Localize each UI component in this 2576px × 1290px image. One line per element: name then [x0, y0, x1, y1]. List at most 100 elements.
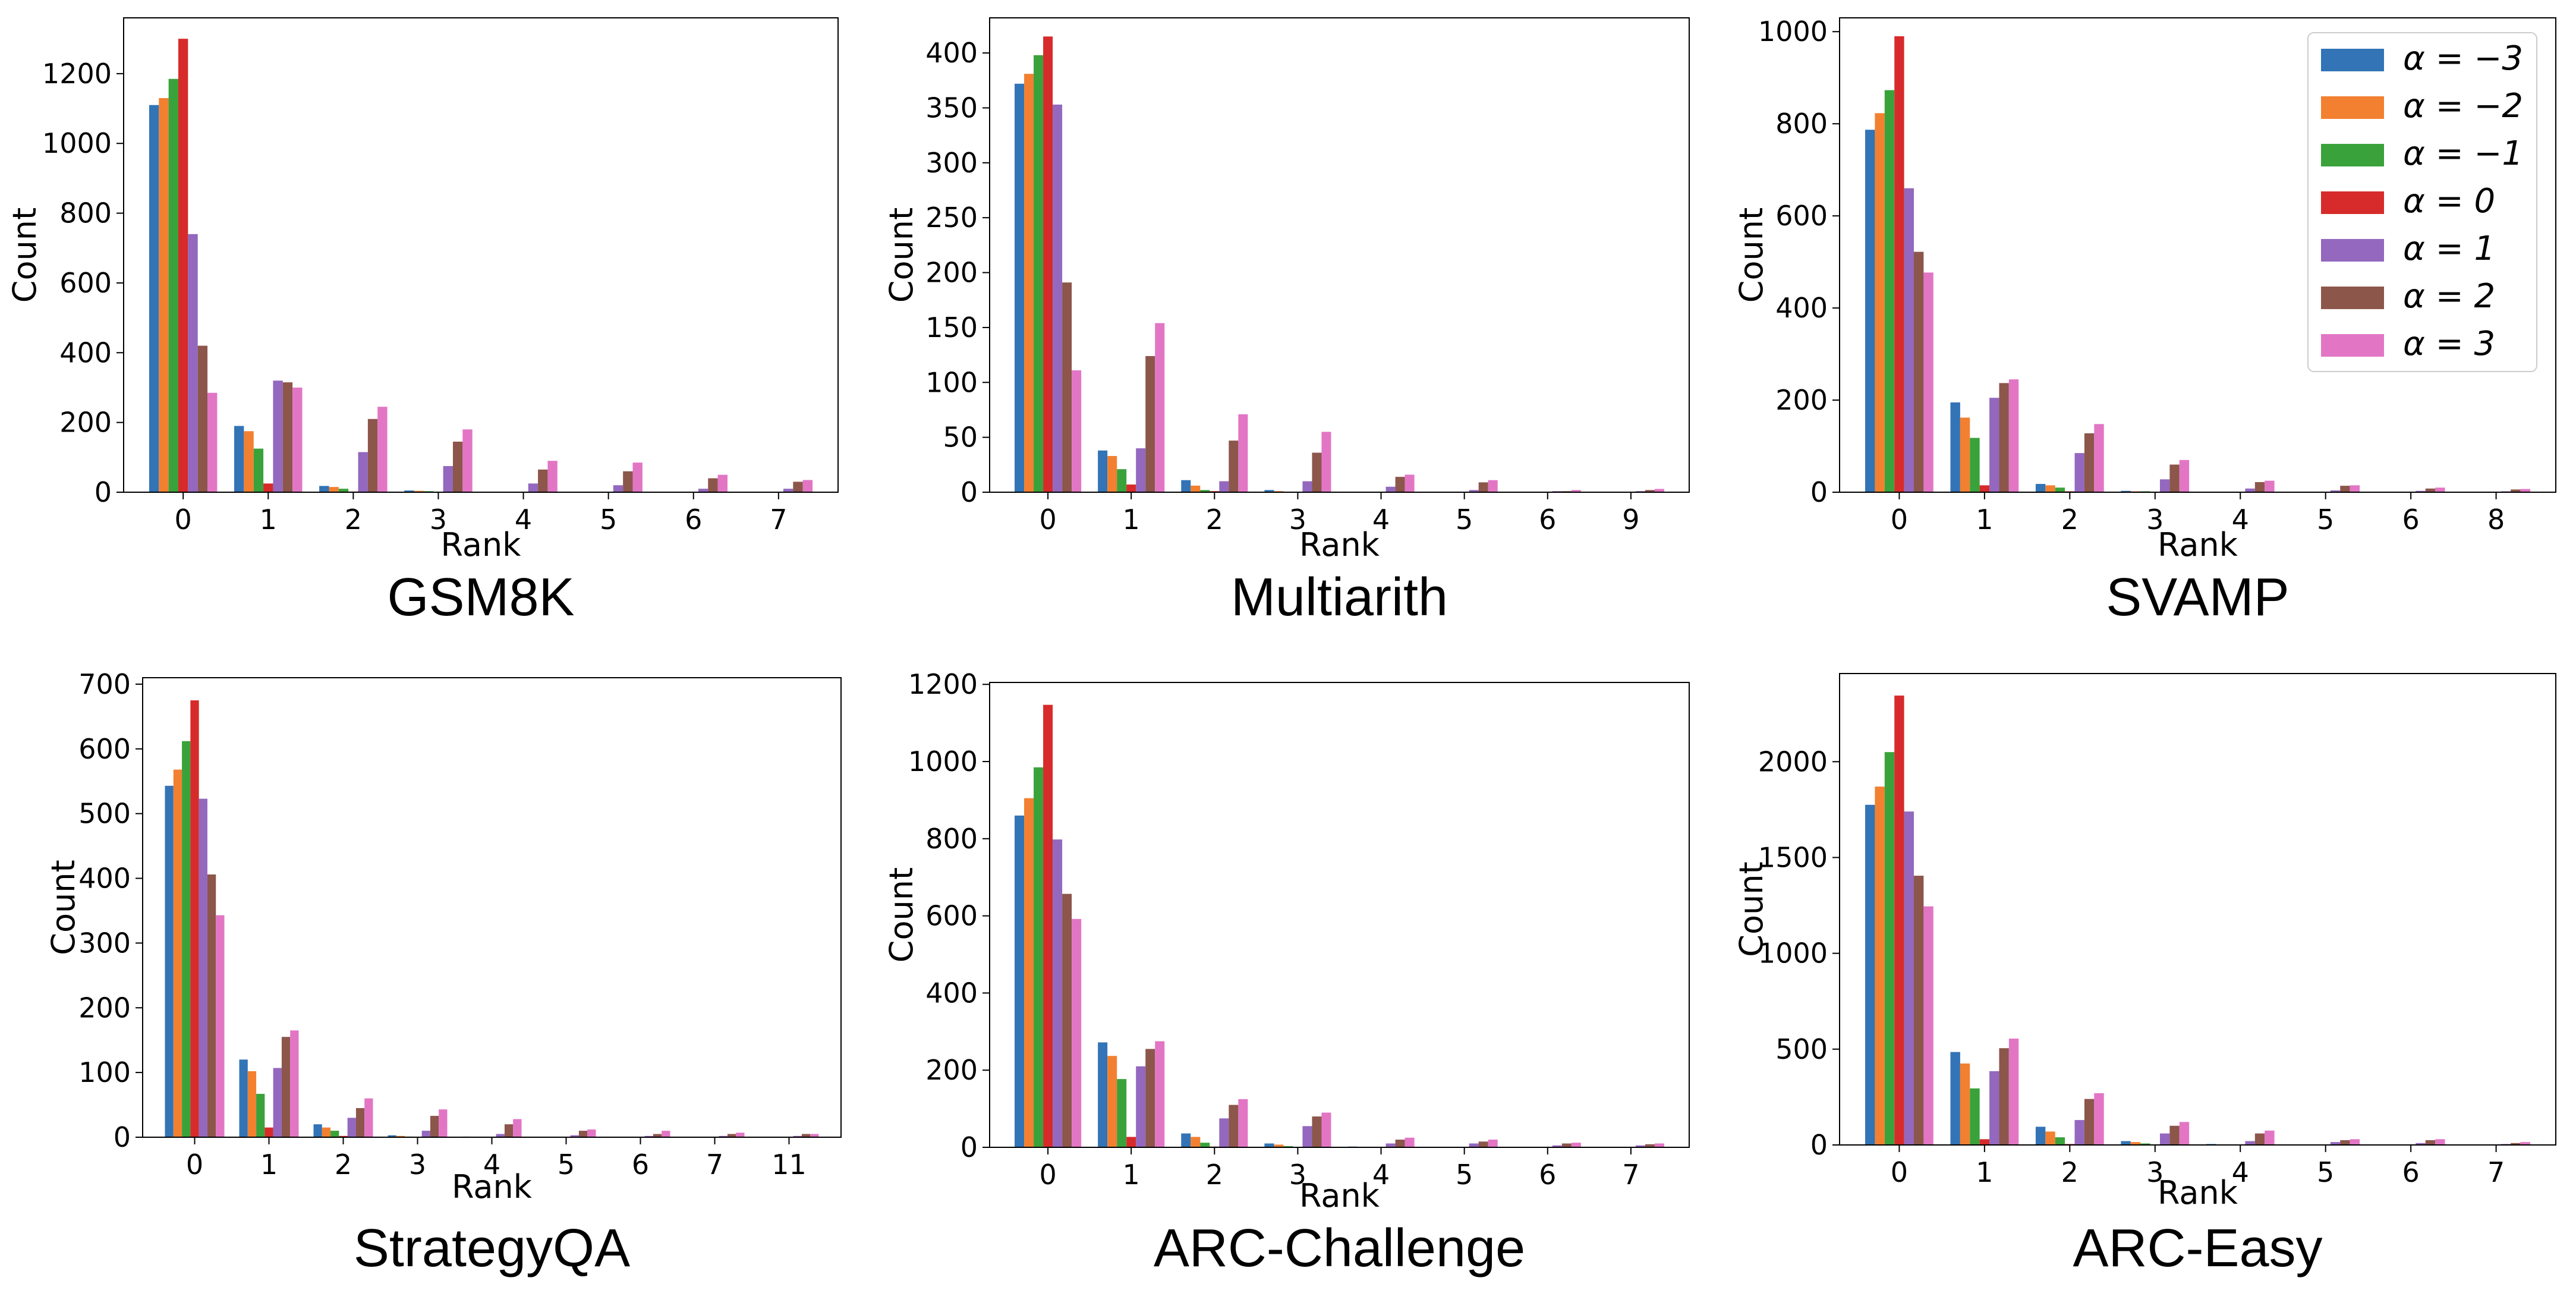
bar-2-series-5 — [2084, 1099, 2095, 1145]
bar-1-series-4 — [273, 380, 283, 492]
bar-2-series-5 — [1229, 441, 1239, 492]
bar-0-series-3 — [1894, 36, 1904, 493]
bar-0-series-5 — [1062, 893, 1072, 1147]
bar-2-series-2 — [2055, 1137, 2065, 1145]
panel-title: GSM8K — [387, 568, 574, 627]
legend-swatch — [2321, 239, 2384, 262]
chart-panel-1: 0 50 100 150 200 250 300 350 400 0 1 2 3 4 5 6 9 Rank Coun… — [883, 17, 1690, 627]
bar-4-series-4 — [496, 1134, 505, 1137]
x-tick-label: 1 — [1123, 1159, 1140, 1191]
bar-4-series-6 — [2265, 1130, 2275, 1145]
bar-1-series-0 — [1098, 450, 1108, 492]
bar-1-series-3 — [1979, 485, 1990, 492]
bar-7-series-6 — [1654, 1143, 1664, 1147]
bar-4-series-5 — [1395, 1140, 1405, 1147]
chart-panel-3: 0 100 200 300 400 500 600 700 0 1 2 3 4 5 6 7 11 Rank Coun… — [45, 668, 842, 1278]
bar-11-series-5 — [801, 1134, 811, 1137]
bar-0-series-4 — [1904, 811, 1914, 1145]
bar-3-series-5 — [2169, 464, 2180, 492]
x-axis-label: Rank — [2158, 1174, 2238, 1212]
bar-2-series-1 — [322, 1127, 331, 1137]
bar-1-series-2 — [1117, 1079, 1127, 1147]
x-tick-label: 2 — [1206, 504, 1223, 536]
bar-4-series-5 — [2254, 1133, 2265, 1145]
bar-1-series-5 — [282, 382, 293, 492]
bar-0-series-4 — [188, 234, 198, 492]
bar-3-series-5 — [1312, 452, 1322, 492]
y-tick-label: 1000 — [1758, 937, 1828, 970]
x-tick-label: 6 — [1539, 504, 1556, 536]
bar-6-series-6 — [2435, 1139, 2445, 1145]
bar-6-series-5 — [2425, 1140, 2436, 1145]
bar-3-series-0 — [2121, 1141, 2131, 1145]
y-tick-label: 1500 — [1758, 841, 1828, 873]
y-tick-label: 600 — [1775, 200, 1828, 232]
bar-6-series-4 — [2416, 490, 2426, 492]
y-tick-label: 800 — [1775, 108, 1828, 140]
bar-0-series-3 — [1043, 704, 1053, 1147]
bar-9-series-6 — [1654, 489, 1664, 492]
bar-7-series-5 — [2511, 1143, 2521, 1145]
bar-5-series-5 — [2340, 1140, 2350, 1145]
bar-0-series-2 — [1884, 752, 1895, 1145]
bar-1-series-2 — [1970, 1088, 1980, 1145]
bar-2-series-4 — [1219, 1118, 1229, 1147]
bar-1-series-1 — [1960, 417, 1970, 492]
bar-0-series-2 — [1034, 55, 1044, 492]
y-tick-label: 400 — [1775, 292, 1828, 324]
bar-1-series-0 — [1950, 1052, 1960, 1145]
bar-8-series-6 — [2520, 489, 2530, 492]
bar-3-series-5 — [2169, 1125, 2180, 1145]
y-tick-label: 400 — [925, 977, 978, 1009]
bar-2-series-1 — [1191, 1137, 1201, 1147]
x-tick-label: 0 — [175, 504, 192, 536]
bar-3-series-1 — [396, 1135, 405, 1137]
y-axis-label: Count — [883, 207, 920, 303]
bar-2-series-2 — [338, 489, 349, 492]
bar-6-series-4 — [644, 1135, 653, 1137]
bar-5-series-4 — [1469, 490, 1479, 492]
bar-7-series-6 — [802, 480, 813, 492]
x-tick-label: 4 — [2232, 1156, 2249, 1188]
y-tick-label: 400 — [78, 863, 131, 895]
legend-label: α = 1 — [2403, 229, 2495, 268]
bar-3-series-4 — [1302, 1126, 1312, 1147]
plot-frame — [989, 682, 1690, 1148]
bar-3-series-0 — [1264, 490, 1274, 492]
bar-2-series-4 — [347, 1118, 356, 1137]
x-tick-label: 3 — [2146, 1156, 2164, 1188]
x-tick-label: 3 — [1289, 504, 1306, 536]
bar-0-series-6 — [1072, 370, 1082, 492]
y-tick-label: 700 — [78, 668, 131, 700]
y-tick-label: 300 — [925, 147, 978, 179]
y-tick-label: 100 — [78, 1056, 131, 1088]
bar-3-series-6 — [462, 429, 473, 492]
panel-title: ARC-Easy — [2073, 1219, 2322, 1278]
bar-6-series-4 — [2416, 1143, 2426, 1145]
bar-5-series-5 — [1478, 1141, 1488, 1147]
bar-7-series-5 — [1645, 1144, 1655, 1147]
legend-swatch — [2321, 96, 2384, 119]
bar-3-series-6 — [1321, 432, 1331, 492]
x-tick-label: 4 — [515, 504, 532, 536]
y-tick-label: 0 — [114, 1121, 131, 1153]
x-tick-label: 6 — [2402, 504, 2419, 536]
x-tick-label: 2 — [335, 1149, 352, 1181]
bar-1-series-2 — [1970, 438, 1980, 492]
bar-0-series-6 — [1072, 918, 1082, 1147]
bar-1-series-2 — [253, 448, 264, 492]
bar-3-series-2 — [2140, 1143, 2150, 1145]
y-tick-label: 500 — [1775, 1033, 1828, 1065]
x-tick-label: 6 — [632, 1149, 649, 1181]
y-tick-label: 200 — [59, 407, 112, 439]
bar-1-series-5 — [1999, 383, 2009, 492]
x-tick-label: 4 — [483, 1149, 500, 1181]
bar-7-series-4 — [1635, 1145, 1645, 1147]
bar-5-series-6 — [2350, 485, 2360, 492]
x-tick-label: 3 — [2146, 504, 2164, 536]
bar-2-series-1 — [1191, 485, 1201, 492]
bar-0-series-4 — [1904, 188, 1914, 492]
chart-panel-0: 0 200 400 600 800 1000 1200 0 1 2 3 4 5 6 7 Rank Count GS… — [6, 17, 839, 627]
bar-6-series-6 — [2435, 487, 2445, 492]
bar-1-series-3 — [1979, 1139, 1990, 1145]
